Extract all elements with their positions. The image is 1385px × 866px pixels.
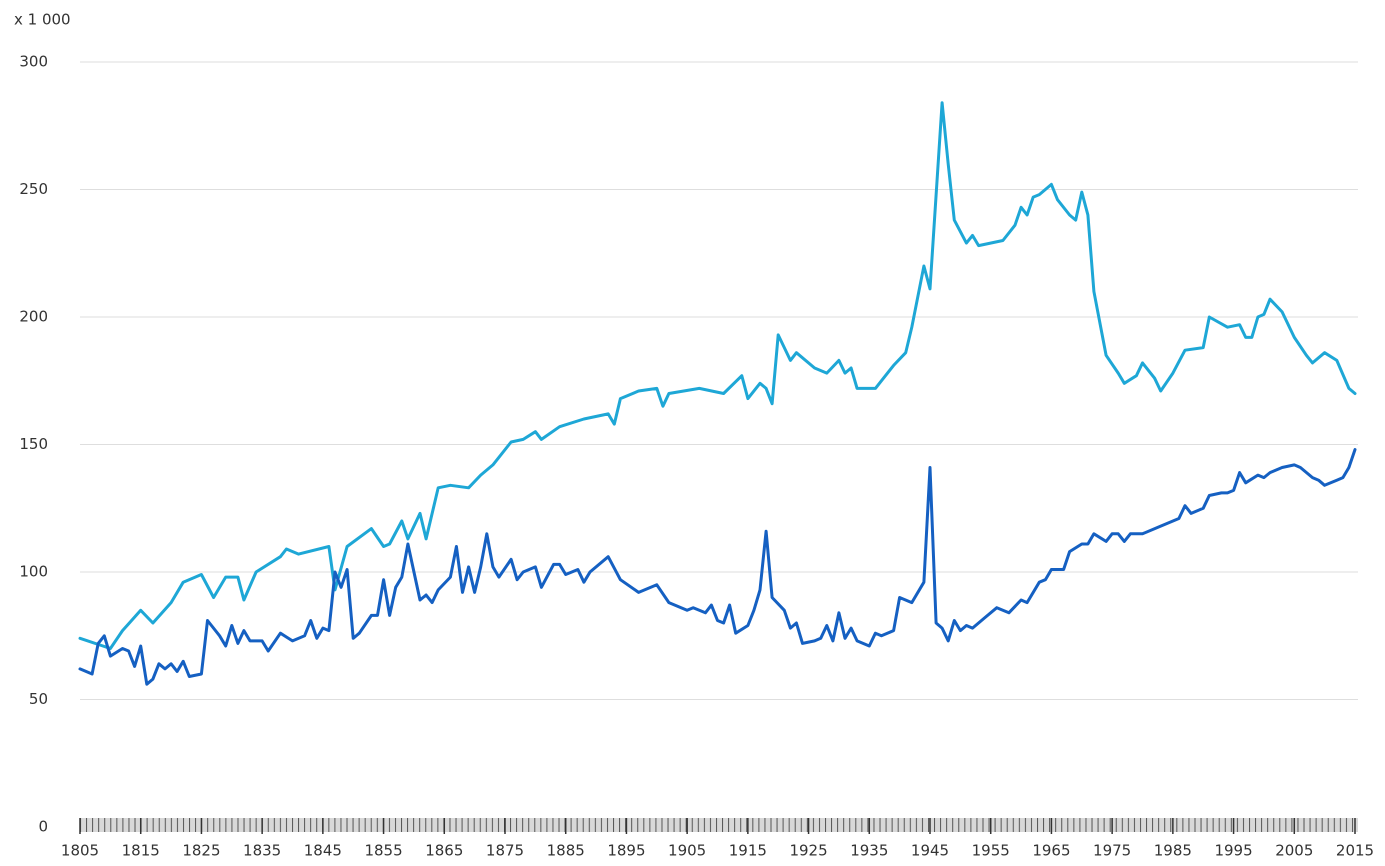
x-tick-label: 1845 xyxy=(304,842,342,860)
x-tick-label: 1955 xyxy=(972,842,1010,860)
series-line xyxy=(78,448,1357,686)
y-tick-label: 50 xyxy=(29,690,48,708)
y-tick-label: 250 xyxy=(19,180,48,198)
x-tick-label: 2015 xyxy=(1336,842,1374,860)
x-tick-label: 1905 xyxy=(668,842,706,860)
x-tick-label: 1805 xyxy=(61,842,99,860)
series-line xyxy=(78,101,1357,650)
x-tick-label: 1995 xyxy=(1214,842,1252,860)
x-tick-label: 1855 xyxy=(364,842,402,860)
x-tick-label: 1945 xyxy=(911,842,949,860)
unit-label: x 1 000 xyxy=(14,11,71,29)
x-tick-label: 1915 xyxy=(729,842,767,860)
x-tick-label: 1875 xyxy=(486,842,524,860)
x-tick-label: 1935 xyxy=(850,842,888,860)
y-tick-label: 200 xyxy=(19,308,48,326)
x-tick-label: 2005 xyxy=(1275,842,1313,860)
x-tick-label: 1985 xyxy=(1154,842,1192,860)
x-tick-label: 1965 xyxy=(1032,842,1070,860)
x-tick-label: 1865 xyxy=(425,842,463,860)
x-tick-label: 1925 xyxy=(789,842,827,860)
x-axis xyxy=(80,818,1358,832)
x-tick-label: 1825 xyxy=(182,842,220,860)
y-tick-label: 0 xyxy=(38,818,48,836)
y-tick-label: 300 xyxy=(19,53,48,71)
x-tick-label: 1815 xyxy=(122,842,160,860)
x-tick-label: 1895 xyxy=(607,842,645,860)
x-tick-label: 1975 xyxy=(1093,842,1131,860)
x-tick-label: 1885 xyxy=(547,842,585,860)
y-tick-label: 150 xyxy=(19,435,48,453)
y-tick-label: 100 xyxy=(19,563,48,581)
x-tick-label: 1835 xyxy=(243,842,281,860)
